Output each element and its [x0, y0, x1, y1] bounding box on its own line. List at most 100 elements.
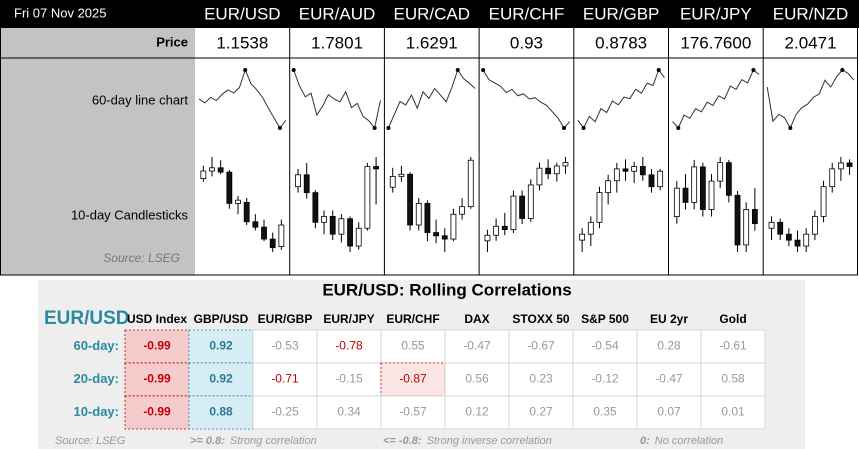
candle-body — [424, 203, 431, 233]
candle-body — [785, 233, 792, 241]
correlation-value: -0.87 — [399, 372, 427, 386]
column-header: USD Index — [127, 312, 187, 326]
candle-body — [768, 221, 775, 229]
correlation-value: 0.88 — [209, 405, 233, 419]
correlation-value: -0.57 — [399, 405, 427, 419]
correlation-title: EUR/USD: Rolling Correlations — [322, 280, 571, 299]
correlation-value: 0.92 — [209, 339, 233, 353]
cell — [252, 362, 318, 397]
extreme-dot — [481, 68, 486, 72]
correlation-value: -0.47 — [655, 372, 683, 386]
price: 0.93 — [510, 33, 543, 52]
candle-body — [303, 174, 310, 194]
candle-body — [743, 209, 750, 246]
candle-body — [295, 174, 301, 188]
candle-body — [243, 201, 250, 223]
pair-name: EUR/CAD — [393, 4, 470, 23]
cell — [124, 329, 190, 364]
extreme-dot — [788, 126, 793, 130]
correlation-value: 0.01 — [721, 405, 745, 419]
candle-body — [389, 176, 396, 188]
candle-body — [278, 224, 285, 248]
candle-body — [794, 239, 801, 247]
correlation-value: 0.12 — [465, 405, 489, 419]
top-border — [0, 0, 858, 276]
cell — [508, 395, 574, 430]
candle-body — [846, 162, 853, 167]
correlation-value: 0.58 — [721, 372, 745, 386]
candle-body — [407, 173, 413, 226]
candle-body — [235, 199, 241, 204]
price: 1.6291 — [406, 33, 458, 52]
left-panel — [0, 0, 195, 275]
cell — [444, 362, 510, 397]
pair-name: EUR/USD — [204, 4, 281, 23]
candle-body — [596, 192, 603, 223]
candle-body — [510, 195, 517, 231]
candle-body — [415, 203, 422, 226]
candle-body — [364, 166, 371, 229]
correlation-value: -0.54 — [591, 339, 619, 353]
cell — [636, 395, 702, 430]
candle-body — [837, 162, 844, 170]
price-label: Price — [156, 34, 188, 49]
extreme-dot — [581, 126, 586, 130]
cell — [380, 395, 446, 430]
correlation-value: -0.71 — [271, 372, 299, 386]
cell — [508, 362, 574, 397]
column-header: S&P 500 — [581, 312, 629, 326]
correlation-value: 0.23 — [529, 372, 553, 386]
sparkline — [293, 69, 381, 130]
sparkline — [387, 68, 476, 129]
candle-body — [527, 184, 534, 219]
correlation-value: -0.78 — [335, 339, 363, 353]
correlation-value: -0.25 — [271, 405, 299, 419]
candle-label: 10-day Candlesticks — [71, 207, 189, 222]
price: 1.1538 — [216, 33, 268, 52]
cell — [444, 395, 510, 430]
legend-item: >= 0.8: Strong correlation — [190, 435, 317, 447]
candle-body — [261, 226, 267, 240]
pair-name: EUR/JPY — [680, 4, 752, 23]
candle-body — [459, 206, 465, 215]
candle-body — [605, 180, 612, 194]
candle-body — [398, 173, 405, 177]
pair-name: EUR/CHF — [489, 4, 565, 23]
cell — [124, 395, 190, 430]
cell — [316, 362, 382, 397]
sparkline — [198, 68, 287, 129]
candle-body — [673, 187, 680, 217]
candle-body — [657, 170, 664, 188]
extreme-dot — [277, 126, 282, 130]
legend-text: No correlation — [655, 435, 723, 447]
candle-body — [803, 233, 810, 247]
source: Source: LSEG — [103, 251, 180, 265]
extreme-dot — [386, 126, 391, 130]
extreme-dot — [676, 126, 681, 130]
correlation-value: 0.92 — [209, 372, 233, 386]
extreme-dot — [455, 68, 460, 72]
extreme-dot — [291, 68, 296, 72]
extreme-dot — [562, 126, 567, 130]
candle-body — [631, 166, 638, 172]
correlation-value: -0.12 — [591, 372, 619, 386]
candle-body — [699, 166, 706, 210]
candle-body — [252, 221, 259, 228]
date: Fri 07 Nov 2025 — [14, 5, 107, 20]
cell — [508, 329, 574, 364]
column-header: EUR/JPY — [323, 312, 374, 326]
cell — [700, 395, 766, 430]
candle-body — [347, 218, 353, 247]
legend-text: Strong correlation — [230, 435, 317, 447]
row-label: 60-day: — [73, 338, 119, 353]
correlation-value: 0.55 — [401, 339, 425, 353]
extreme-dot — [751, 68, 756, 72]
candle-body — [355, 227, 362, 247]
candle-body — [209, 167, 215, 172]
correlation-value: -0.99 — [143, 405, 171, 419]
candle-body — [226, 171, 233, 204]
candle-body — [269, 238, 276, 249]
correlation-value: 0.34 — [337, 405, 361, 419]
candle-body — [217, 167, 224, 173]
correlation-value: -0.99 — [143, 372, 171, 386]
